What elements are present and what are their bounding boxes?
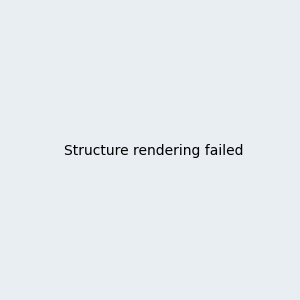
Text: Structure rendering failed: Structure rendering failed bbox=[64, 145, 244, 158]
